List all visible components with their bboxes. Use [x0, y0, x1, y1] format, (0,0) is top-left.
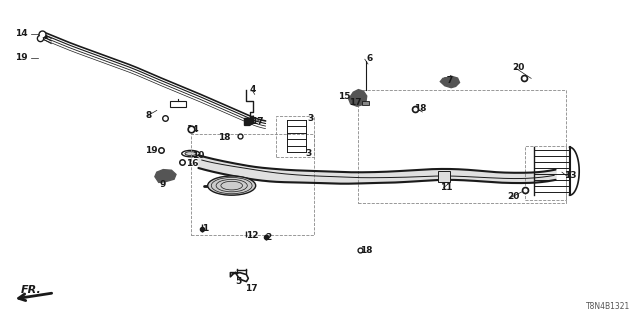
Text: 14: 14 — [15, 29, 28, 38]
Text: T8N4B1321: T8N4B1321 — [586, 302, 630, 311]
Text: 18: 18 — [414, 104, 427, 113]
Ellipse shape — [207, 176, 256, 195]
Text: 20: 20 — [512, 63, 524, 72]
Text: 6: 6 — [367, 54, 373, 63]
Text: 3: 3 — [305, 149, 312, 158]
Text: 17: 17 — [349, 98, 362, 107]
Text: 16: 16 — [186, 159, 199, 168]
Bar — [358, 90, 566, 203]
Text: 19: 19 — [145, 146, 158, 155]
Text: 7: 7 — [447, 76, 453, 84]
Ellipse shape — [185, 152, 196, 156]
Bar — [525, 146, 566, 200]
Text: 4: 4 — [250, 85, 256, 94]
Bar — [191, 134, 314, 235]
Text: 5: 5 — [236, 277, 242, 286]
Text: 9: 9 — [160, 180, 166, 188]
Text: 18: 18 — [218, 133, 230, 142]
Polygon shape — [349, 90, 367, 106]
Text: 19: 19 — [15, 53, 28, 62]
Text: 14: 14 — [186, 125, 198, 134]
Ellipse shape — [182, 150, 200, 157]
Text: 17: 17 — [245, 284, 258, 293]
Text: 10: 10 — [192, 151, 204, 160]
FancyBboxPatch shape — [170, 101, 186, 107]
Polygon shape — [440, 76, 460, 88]
Text: 3: 3 — [307, 114, 314, 123]
Bar — [276, 116, 314, 157]
Text: 15: 15 — [338, 92, 351, 100]
Polygon shape — [155, 170, 176, 182]
FancyBboxPatch shape — [438, 171, 450, 182]
Bar — [362, 101, 369, 105]
Polygon shape — [244, 116, 253, 125]
Text: 18: 18 — [360, 246, 373, 255]
Text: 11: 11 — [440, 183, 453, 192]
Text: 12: 12 — [246, 231, 259, 240]
Text: 20: 20 — [508, 192, 520, 201]
Text: 1: 1 — [202, 224, 208, 233]
Text: 8: 8 — [146, 111, 152, 120]
Text: 17: 17 — [252, 117, 264, 126]
Text: 13: 13 — [564, 171, 577, 180]
Text: FR.: FR. — [20, 285, 41, 295]
Text: 2: 2 — [266, 233, 272, 242]
